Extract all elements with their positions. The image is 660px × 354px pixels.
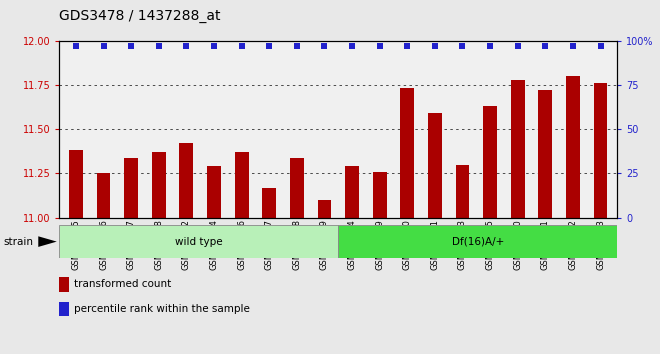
Text: GDS3478 / 1437288_at: GDS3478 / 1437288_at	[59, 9, 221, 23]
Point	[126, 43, 137, 49]
Point	[346, 43, 357, 49]
Point	[319, 43, 330, 49]
Bar	[152, 152, 166, 218]
Bar	[401, 88, 414, 218]
Point	[540, 43, 550, 49]
Bar	[455, 165, 469, 218]
Text: transformed count: transformed count	[74, 279, 172, 289]
Text: wild type: wild type	[175, 236, 222, 247]
Text: percentile rank within the sample: percentile rank within the sample	[74, 304, 250, 314]
Bar	[566, 76, 580, 218]
Bar	[428, 113, 442, 218]
Point	[154, 43, 164, 49]
Bar	[593, 83, 607, 218]
Point	[181, 43, 191, 49]
Point	[512, 43, 523, 49]
Point	[236, 43, 247, 49]
Bar	[317, 200, 331, 218]
Bar	[69, 150, 83, 218]
Text: strain: strain	[3, 236, 33, 247]
Bar	[345, 166, 359, 218]
Point	[209, 43, 219, 49]
Text: Df(16)A/+: Df(16)A/+	[451, 236, 504, 247]
Polygon shape	[38, 236, 57, 247]
Bar	[338, 225, 617, 258]
Point	[595, 43, 606, 49]
Point	[402, 43, 412, 49]
Bar	[59, 302, 69, 316]
Point	[292, 43, 302, 49]
Bar	[235, 152, 249, 218]
Bar	[59, 225, 338, 258]
Bar	[290, 158, 304, 218]
Point	[71, 43, 81, 49]
Bar	[207, 166, 221, 218]
Bar	[180, 143, 193, 218]
Bar	[539, 90, 552, 218]
Point	[264, 43, 275, 49]
Bar	[483, 106, 497, 218]
Point	[98, 43, 109, 49]
Point	[457, 43, 468, 49]
Point	[430, 43, 440, 49]
Bar	[96, 173, 110, 218]
Bar	[511, 80, 525, 218]
Bar	[262, 188, 276, 218]
Bar	[59, 277, 69, 292]
Bar	[373, 172, 387, 218]
Point	[568, 43, 578, 49]
Bar	[124, 158, 138, 218]
Point	[374, 43, 385, 49]
Point	[485, 43, 496, 49]
